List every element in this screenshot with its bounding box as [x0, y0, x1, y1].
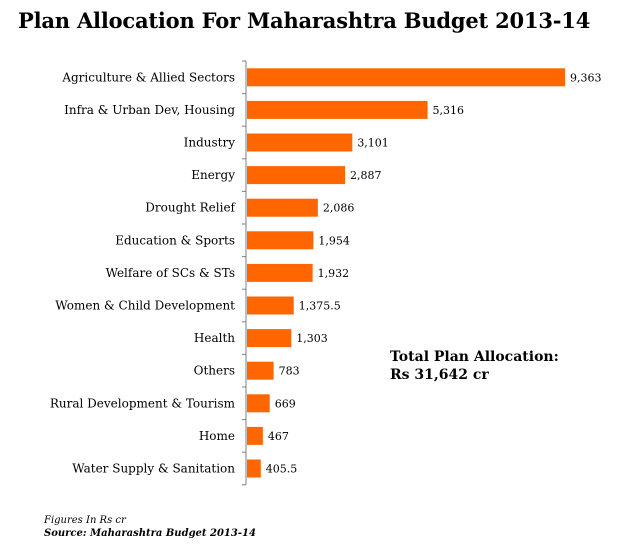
- data-label: 783: [279, 365, 300, 378]
- bar: [247, 296, 294, 315]
- bar: [247, 361, 274, 380]
- total-annotation: Total Plan Allocation: Rs 31,642 cr: [390, 348, 559, 384]
- data-label: 1,932: [318, 267, 350, 280]
- category-label: Agriculture & Allied Sectors: [61, 70, 235, 84]
- category-label: Home: [199, 429, 235, 443]
- data-label: 1,954: [318, 234, 350, 247]
- category-label: Industry: [184, 136, 236, 150]
- data-label: 9,363: [570, 71, 602, 84]
- category-label: Welfare of SCs & STs: [106, 266, 235, 280]
- source-note: Source: Maharashtra Budget 2013-14: [44, 528, 256, 539]
- total-annotation-value: Rs 31,642 cr: [390, 367, 489, 383]
- total-annotation-label: Total Plan Allocation:: [390, 349, 559, 365]
- bar: [247, 231, 314, 250]
- bar: [247, 329, 292, 348]
- data-label: 405.5: [266, 463, 298, 476]
- bar: [247, 68, 565, 87]
- category-label: Others: [194, 364, 235, 378]
- category-label: Drought Relief: [145, 201, 236, 215]
- data-label: 2,086: [323, 202, 355, 215]
- data-label: 3,101: [357, 137, 389, 150]
- data-label: 1,375.5: [299, 300, 341, 313]
- chart-title: Plan Allocation For Maharashtra Budget 2…: [18, 8, 591, 33]
- category-label: Health: [194, 331, 235, 345]
- bar: [247, 263, 313, 282]
- bar: [247, 133, 353, 152]
- bar: [247, 394, 270, 413]
- category-label: Infra & Urban Dev, Housing: [64, 103, 235, 117]
- data-label: 467: [268, 430, 289, 443]
- category-label: Water Supply & Sanitation: [72, 462, 235, 476]
- data-label: 1,303: [296, 332, 328, 345]
- bar: [247, 459, 261, 478]
- category-label: Education & Sports: [115, 233, 235, 247]
- category-label: Women & Child Development: [55, 299, 235, 313]
- category-label: Rural Development & Tourism: [50, 396, 236, 410]
- bar: [247, 198, 318, 217]
- bar: [247, 166, 346, 185]
- data-label: 669: [275, 397, 296, 410]
- data-label: 2,887: [350, 169, 382, 182]
- bar: [247, 426, 263, 445]
- category-label: Energy: [191, 168, 235, 182]
- bar: [247, 100, 428, 119]
- data-label: 5,316: [433, 104, 465, 117]
- units-note: Figures In Rs cr: [44, 515, 126, 526]
